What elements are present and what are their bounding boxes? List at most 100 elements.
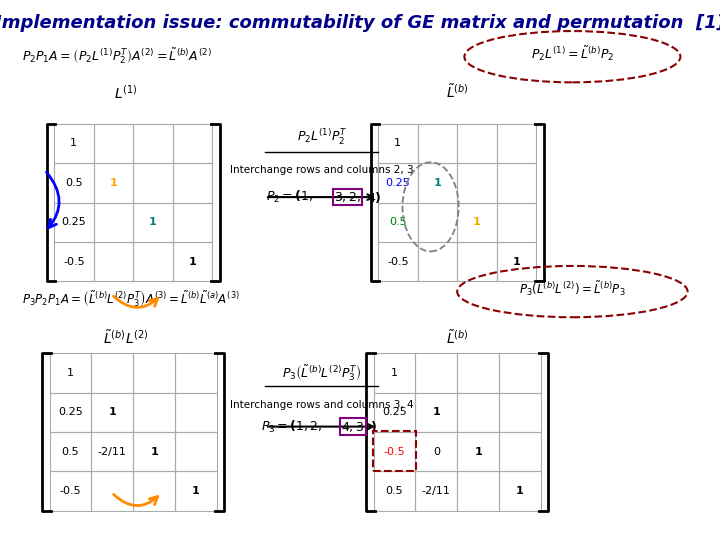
Bar (133, 432, 175, 471)
Text: -0.5: -0.5 (387, 256, 409, 267)
Text: 1: 1 (433, 178, 441, 188)
Bar (457, 393, 499, 432)
Bar (497, 124, 536, 163)
Bar (50, 393, 91, 432)
Text: 0: 0 (433, 447, 440, 457)
Bar (415, 432, 457, 471)
Bar (173, 202, 212, 242)
Bar (497, 163, 536, 202)
Text: -0.5: -0.5 (63, 256, 85, 267)
Text: 1: 1 (473, 217, 481, 227)
Bar (175, 432, 217, 471)
Text: Interchange rows and columns 3, 4: Interchange rows and columns 3, 4 (230, 400, 414, 410)
Bar (175, 393, 217, 432)
Bar (378, 124, 418, 163)
Text: $P_2L^{(1)} = \tilde{L}^{(b)}P_2$: $P_2L^{(1)} = \tilde{L}^{(b)}P_2$ (531, 45, 614, 63)
Text: Interchange rows and columns 2, 3: Interchange rows and columns 2, 3 (230, 165, 414, 175)
Bar (499, 353, 541, 393)
Text: $P_3\left(\tilde{L}^{(b)}L^{(2)}P_3^T\right)$: $P_3\left(\tilde{L}^{(b)}L^{(2)}P_3^T\ri… (282, 363, 361, 382)
Text: $4, 3$: $4, 3$ (341, 420, 364, 434)
Text: -0.5: -0.5 (384, 447, 405, 457)
Bar (91, 353, 133, 393)
Bar (415, 393, 457, 432)
Text: 1: 1 (513, 256, 521, 267)
Bar (54, 242, 94, 281)
Bar (173, 124, 212, 163)
Text: $P_3 = \mathbf{(}1, 2,$: $P_3 = \mathbf{(}1, 2,$ (261, 418, 323, 435)
Bar (415, 471, 457, 511)
Bar (378, 163, 418, 202)
Bar (175, 471, 217, 511)
Text: $4\mathbf{)}$: $4\mathbf{)}$ (367, 190, 382, 205)
Text: 1: 1 (67, 368, 74, 378)
Bar (94, 163, 133, 202)
FancyArrowPatch shape (114, 495, 158, 505)
Bar (499, 393, 541, 432)
Bar (54, 124, 94, 163)
Bar (374, 471, 415, 511)
Bar (173, 242, 212, 281)
Text: -0.5: -0.5 (60, 486, 81, 496)
Bar (418, 242, 457, 281)
Text: 0.5: 0.5 (386, 486, 403, 496)
Text: 1: 1 (109, 407, 116, 417)
Text: 1: 1 (150, 447, 158, 457)
Bar (418, 163, 457, 202)
Text: 1: 1 (516, 486, 523, 496)
Bar (497, 242, 536, 281)
Text: $P_2P_1A = \left(P_2L^{(1)}P_2^T\right)A^{(2)} = \tilde{L}^{(b)}A^{(2)}$: $P_2P_1A = \left(P_2L^{(1)}P_2^T\right)A… (22, 46, 212, 66)
Bar (499, 471, 541, 511)
Text: $3, 2,$: $3, 2,$ (334, 190, 361, 204)
Text: 0.25: 0.25 (382, 407, 407, 417)
Bar (50, 471, 91, 511)
Bar (418, 124, 457, 163)
Bar (457, 432, 499, 471)
Bar (378, 242, 418, 281)
Bar (175, 353, 217, 393)
Text: $L^{(1)}$: $L^{(1)}$ (114, 84, 138, 102)
Bar (457, 163, 497, 202)
Bar (457, 202, 497, 242)
FancyArrowPatch shape (47, 172, 59, 228)
FancyArrowPatch shape (114, 296, 158, 307)
Text: $\tilde{L}^{(b)}L^{(2)}$: $\tilde{L}^{(b)}L^{(2)}$ (103, 329, 149, 347)
Bar (54, 202, 94, 242)
Bar (373, 431, 416, 471)
Text: 1: 1 (433, 407, 440, 417)
Bar (133, 124, 173, 163)
Bar (374, 432, 415, 471)
Bar (457, 353, 499, 393)
Text: $\tilde{L}^{(b)}$: $\tilde{L}^{(b)}$ (446, 329, 469, 347)
Bar (374, 353, 415, 393)
Bar (50, 432, 91, 471)
Text: -2/11: -2/11 (422, 486, 451, 496)
Bar (133, 202, 173, 242)
Bar (497, 202, 536, 242)
Bar (133, 242, 173, 281)
Text: 1: 1 (71, 138, 77, 149)
Text: Implementation issue: commutability of GE matrix and permutation  [1]: Implementation issue: commutability of G… (0, 14, 720, 31)
Text: 1: 1 (109, 178, 117, 188)
Text: 1: 1 (395, 138, 401, 149)
Bar (133, 163, 173, 202)
Bar (91, 432, 133, 471)
Bar (418, 202, 457, 242)
Bar (378, 202, 418, 242)
Text: 0.25: 0.25 (385, 178, 410, 188)
Bar (499, 432, 541, 471)
Text: $P_3P_2P_1A = \left(\tilde{L}^{(b)}L^{(2)}P_3^T\right)A^{(3)} = \tilde{L}^{(b)}\: $P_3P_2P_1A = \left(\tilde{L}^{(b)}L^{(2… (22, 289, 240, 309)
Bar (374, 393, 415, 432)
Text: $P_2 = \mathbf{(}1,$: $P_2 = \mathbf{(}1,$ (266, 189, 314, 205)
Text: 0.5: 0.5 (65, 178, 83, 188)
Bar (91, 471, 133, 511)
Bar (133, 471, 175, 511)
Text: 0.25: 0.25 (61, 217, 86, 227)
Text: 1: 1 (391, 368, 398, 378)
Bar (457, 471, 499, 511)
Bar (50, 353, 91, 393)
Bar (457, 242, 497, 281)
Text: 1: 1 (192, 486, 199, 496)
Bar (94, 124, 133, 163)
Text: $\tilde{L}^{(b)}$: $\tilde{L}^{(b)}$ (446, 84, 469, 102)
Text: 0.5: 0.5 (62, 447, 79, 457)
